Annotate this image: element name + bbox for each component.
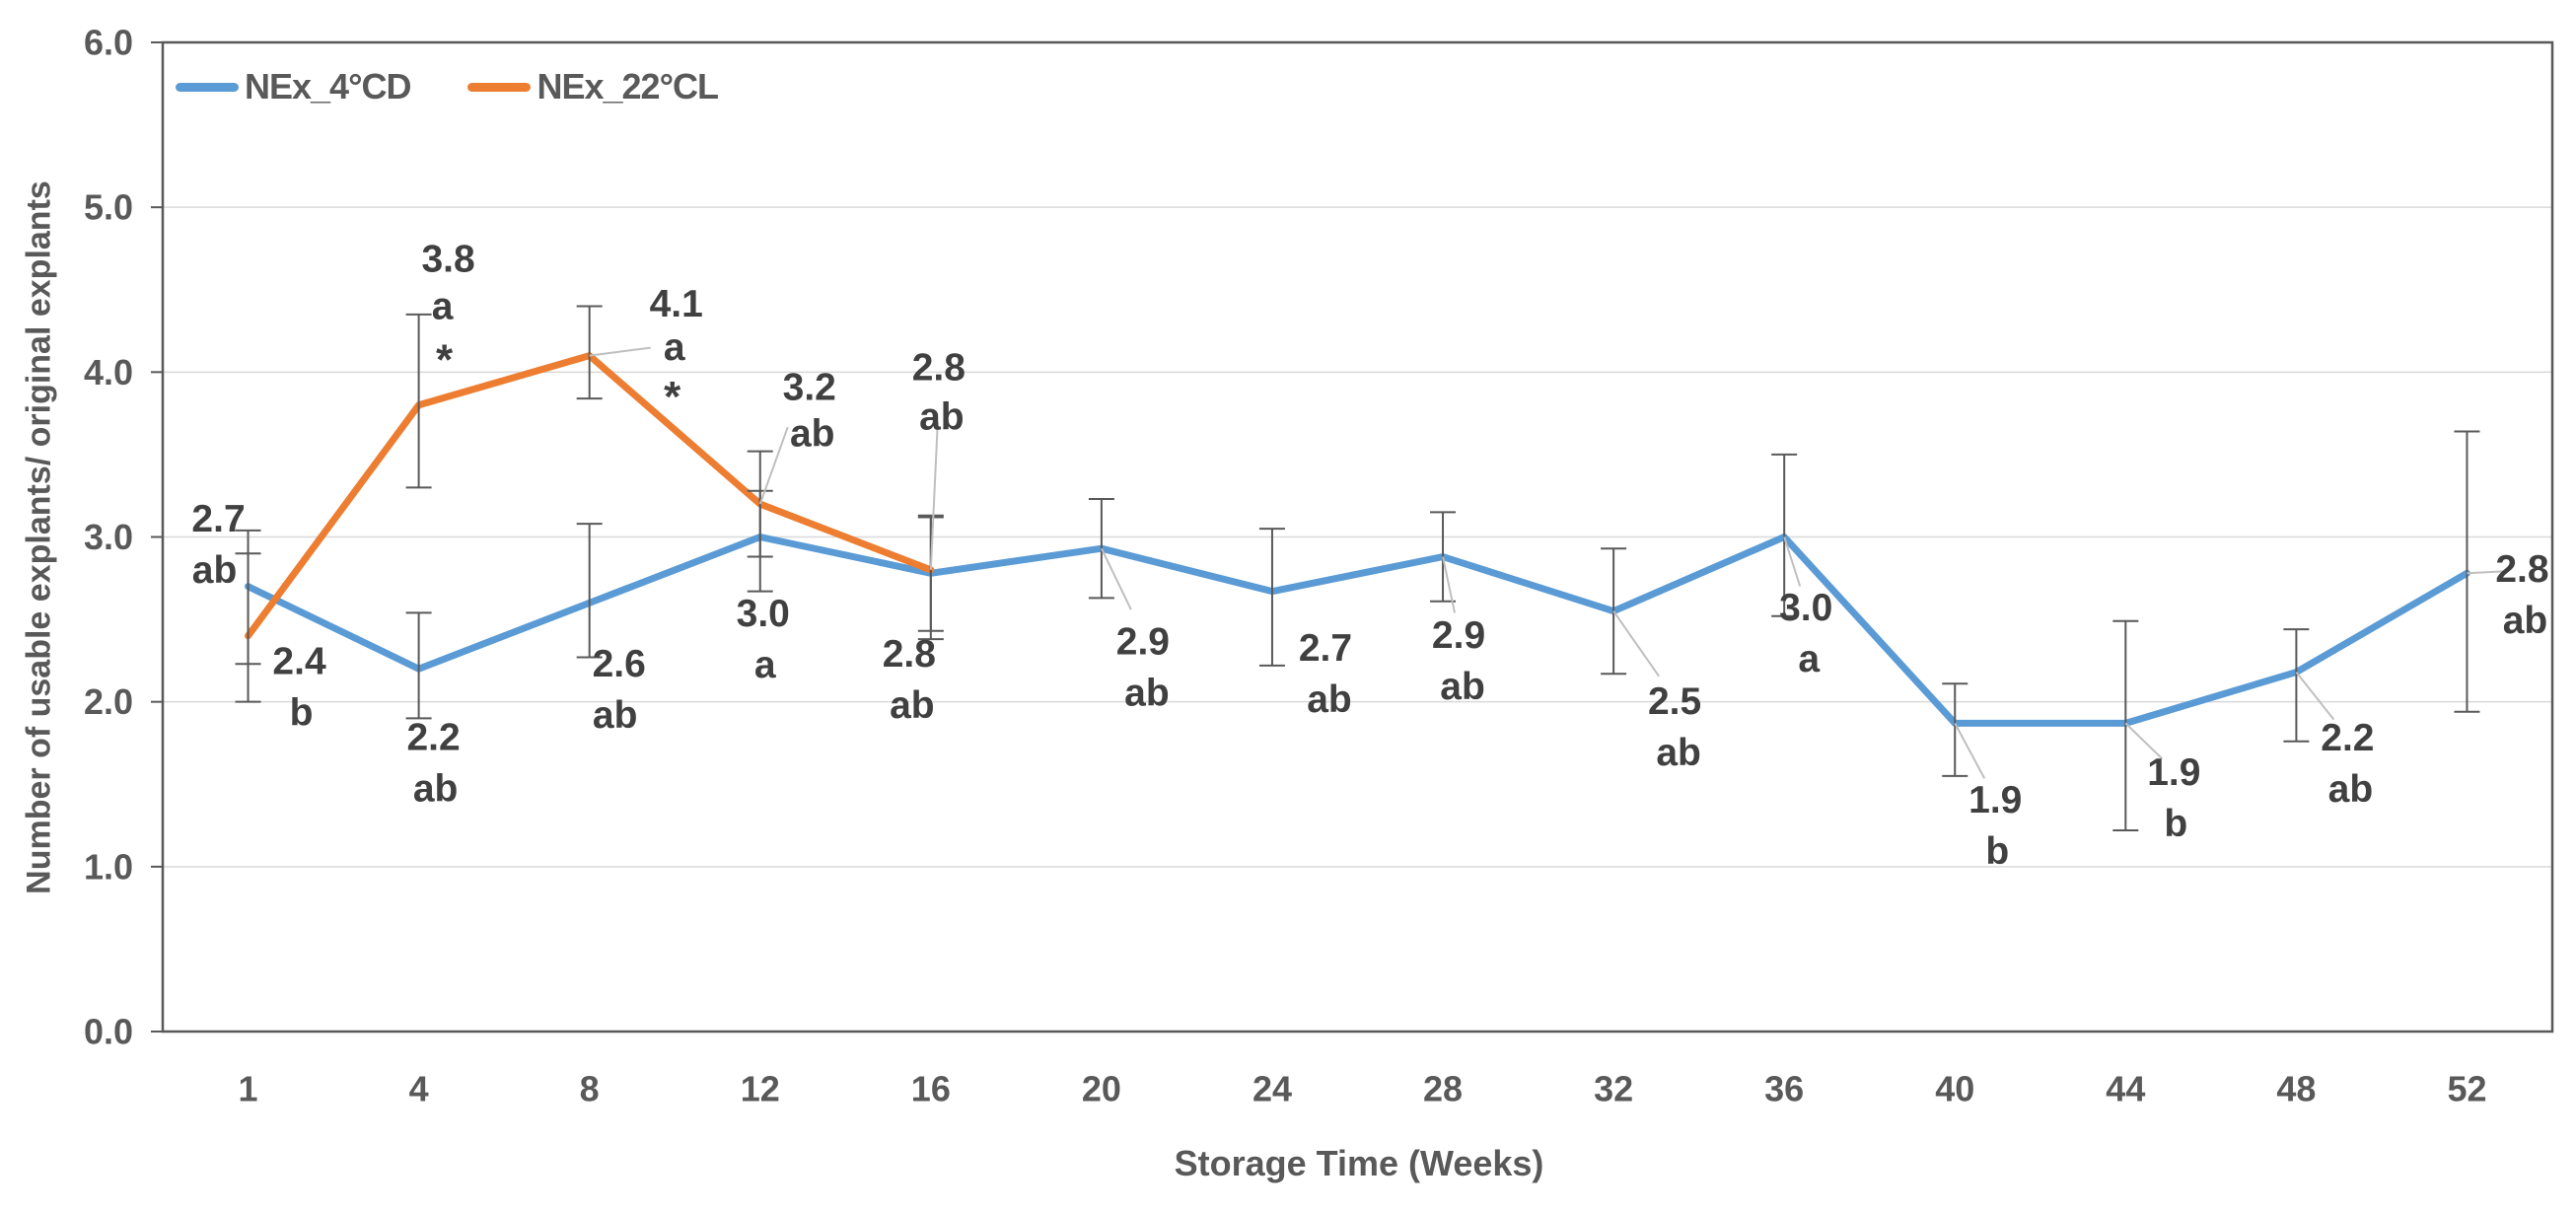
x-tick-label: 1 (239, 1069, 258, 1109)
label-leader-line (758, 426, 789, 505)
data-label-value: 3.0 (1779, 587, 1832, 629)
series-line-blue (245, 534, 2470, 727)
label-leader-line (1442, 556, 1457, 613)
legend-label-nex-4cd: NEx_4°CD (245, 66, 411, 107)
y-tick-label: 3.0 (84, 517, 133, 557)
y-tick-label: 1.0 (84, 846, 133, 887)
data-label-group: ab (890, 684, 935, 727)
plot-border (161, 40, 2554, 1034)
label-leader-line (589, 346, 651, 357)
data-label-group: ab (1440, 666, 1485, 708)
data-label-group: ab (2328, 768, 2374, 811)
x-tick-label: 40 (1935, 1069, 1974, 1109)
data-label-significance-star: * (436, 335, 454, 384)
x-tick-label: 52 (2447, 1069, 2486, 1109)
data-label-value: 2.2 (406, 717, 460, 759)
y-tick-label: 2.0 (84, 681, 133, 722)
data-label-value: 2.9 (1116, 621, 1170, 664)
x-tick-label: 44 (2106, 1069, 2145, 1109)
legend-swatch-blue (176, 82, 239, 92)
data-label-group: ab (593, 694, 638, 737)
label-leader-line (1954, 722, 1986, 779)
data-label-value: 2.9 (1432, 614, 1485, 657)
legend-item-nex-4cd: NEx_4°CD (176, 66, 411, 107)
y-tick-label: 5.0 (84, 187, 133, 228)
x-tick-label: 36 (1764, 1069, 1804, 1109)
data-label-value: 3.0 (737, 593, 790, 635)
data-label-group: a (754, 644, 776, 686)
data-label-group: ab (1307, 678, 1352, 721)
label-leader-line (2467, 570, 2507, 575)
x-tick-label: 16 (911, 1069, 951, 1109)
data-label-group: ab (1124, 673, 1170, 715)
data-label-group: b (2164, 803, 2187, 845)
legend-label-nex-22cl: NEx_22°CL (537, 66, 718, 107)
y-axis-title: Number of usable explants/ original expl… (20, 180, 58, 894)
legend: NEx_4°CD NEx_22°CL (176, 66, 719, 107)
data-label-value: 2.2 (2321, 717, 2374, 759)
x-tick-label: 12 (741, 1069, 780, 1109)
data-label-group: ab (919, 395, 965, 438)
data-label-group: ab (1656, 732, 1701, 774)
data-label-value: 1.9 (2147, 751, 2200, 794)
data-label-value: 2.8 (2495, 548, 2548, 591)
legend-item-nex-22cl: NEx_22°CL (467, 66, 719, 107)
data-label-value: 1.9 (1968, 779, 2022, 821)
label-leader-line (1100, 547, 1132, 610)
data-label-group: b (290, 691, 314, 734)
x-tick-label: 20 (1082, 1069, 1121, 1109)
data-label-group: a (664, 326, 685, 369)
data-label-group: b (1985, 830, 2009, 873)
x-tick-label: 28 (1423, 1069, 1463, 1109)
data-label-value: 2.5 (1648, 680, 1701, 723)
data-label-value: 2.6 (593, 643, 646, 685)
y-tick-label: 6.0 (84, 23, 133, 63)
x-tick-label: 48 (2276, 1069, 2316, 1109)
data-label-value: 4.1 (650, 283, 703, 325)
data-label-group: ab (192, 549, 238, 592)
x-axis-title: Storage Time (Weeks) (1174, 1143, 1544, 1183)
data-label-value: 2.8 (912, 346, 966, 389)
label-leader-line (929, 421, 939, 570)
x-tick-label: 32 (1594, 1069, 1633, 1109)
data-label-group: a (432, 285, 454, 327)
label-leader-line (1612, 610, 1660, 677)
x-tick-label: 4 (409, 1069, 429, 1109)
data-label-significance-star: * (664, 373, 681, 421)
data-label-value: 3.2 (783, 367, 836, 409)
data-label-value: 2.4 (272, 640, 326, 682)
data-label-value: 3.8 (421, 238, 474, 280)
x-tick-label: 24 (1252, 1069, 1292, 1109)
label-leader-line (1783, 536, 1802, 587)
data-label-group: ab (790, 413, 835, 456)
data-label-group: a (1798, 638, 1820, 680)
y-tick-label: 0.0 (84, 1012, 133, 1052)
label-leader-line (2124, 722, 2164, 760)
y-tick-label: 4.0 (84, 352, 133, 392)
x-tick-label: 8 (580, 1069, 600, 1109)
data-label-group: ab (413, 768, 459, 811)
legend-swatch-orange (467, 82, 532, 92)
label-leader-line (2295, 671, 2335, 721)
data-label-group: ab (2503, 600, 2548, 642)
data-label-value: 2.7 (191, 498, 245, 540)
data-label-value: 2.7 (1299, 627, 1352, 670)
data-label-value: 2.8 (883, 633, 936, 676)
